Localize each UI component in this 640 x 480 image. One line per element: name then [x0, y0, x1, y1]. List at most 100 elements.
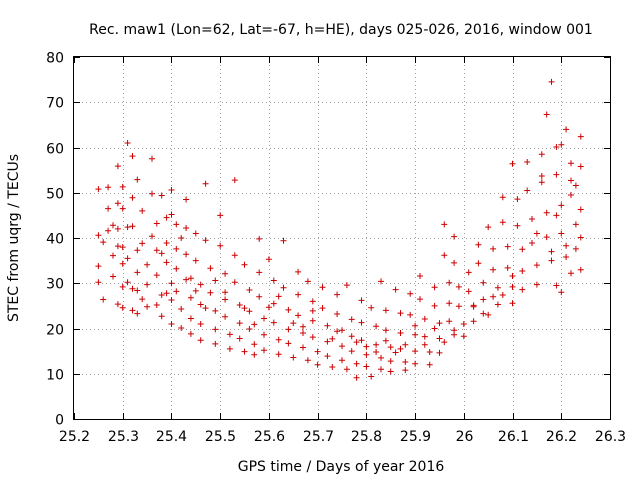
data-point: [324, 338, 331, 345]
data-point: [275, 293, 282, 300]
data-point: [183, 276, 190, 283]
data-point: [533, 281, 540, 288]
data-point: [100, 296, 107, 303]
data-point: [319, 305, 326, 312]
data-point: [149, 155, 155, 162]
data-point: [577, 266, 584, 273]
data-point: [504, 264, 511, 271]
data-point: [363, 351, 370, 358]
data-point: [187, 294, 194, 301]
data-point: [412, 322, 419, 329]
data-point: [577, 133, 584, 140]
data-point: [451, 327, 458, 334]
data-point: [105, 184, 112, 191]
data-point: [275, 336, 282, 343]
data-point: [465, 288, 472, 295]
data-point: [256, 269, 263, 276]
data-point: [95, 186, 102, 193]
data-point: [514, 196, 521, 203]
data-point: [490, 245, 497, 252]
data-point: [485, 224, 492, 231]
data-point: [217, 212, 224, 219]
data-point: [168, 280, 175, 287]
data-point: [402, 359, 409, 365]
data-point: [231, 252, 238, 259]
data-point: [280, 284, 287, 291]
data-point: [392, 286, 399, 293]
data-point: [124, 255, 131, 262]
data-point: [212, 277, 219, 284]
data-point: [226, 345, 233, 352]
data-point: [378, 354, 384, 361]
data-point: [178, 325, 185, 331]
data-point: [163, 259, 170, 266]
data-point: [572, 182, 579, 189]
data-point: [412, 348, 419, 355]
data-point: [114, 301, 121, 308]
data-point: [241, 305, 248, 312]
data-point: [153, 247, 160, 254]
data-point: [494, 301, 501, 308]
data-point: [241, 348, 248, 355]
data-point: [197, 321, 204, 327]
data-point: [134, 269, 141, 276]
data-point: [343, 282, 350, 289]
data-point: [261, 331, 267, 338]
data-point: [382, 307, 389, 314]
data-point: [509, 273, 516, 279]
data-point: [504, 243, 511, 250]
data-point: [207, 289, 214, 296]
data-point: [168, 297, 175, 303]
data-point: [95, 232, 102, 239]
data-point: [207, 265, 214, 272]
data-point: [236, 302, 243, 308]
data-point: [192, 230, 199, 237]
data-point: [300, 323, 306, 330]
data-point: [183, 225, 190, 231]
data-point: [572, 221, 579, 228]
data-point: [412, 331, 419, 338]
data-point: [538, 173, 545, 179]
data-point: [163, 290, 170, 297]
data-point: [558, 202, 565, 209]
data-point: [110, 273, 116, 280]
data-point: [129, 223, 136, 230]
data-point: [329, 364, 336, 370]
data-point: [144, 303, 151, 310]
data-point: [217, 242, 224, 249]
data-point: [300, 330, 306, 336]
data-point: [290, 320, 297, 327]
data-point: [548, 257, 555, 264]
y-tick-label: 20: [46, 323, 64, 339]
x-tick-label: 26.1: [498, 429, 529, 445]
data-point: [392, 349, 399, 356]
data-point: [119, 304, 126, 311]
data-point: [334, 291, 341, 298]
x-tick-label: 26.2: [546, 429, 577, 445]
data-point: [348, 348, 355, 355]
data-point: [236, 320, 243, 327]
data-point: [187, 330, 194, 337]
data-point: [572, 245, 579, 252]
data-point: [480, 279, 487, 286]
data-point: [178, 306, 185, 312]
data-point: [139, 207, 146, 214]
data-point: [222, 313, 229, 320]
y-axis-label: STEC from uqrg / TECUs: [6, 154, 22, 322]
data-point: [431, 284, 438, 291]
data-point: [168, 211, 175, 218]
y-tick-label: 10: [46, 368, 64, 384]
data-point: [119, 183, 126, 190]
data-point: [202, 305, 209, 312]
data-point: [563, 254, 570, 260]
x-axis-label: GPS time / Days of year 2016: [238, 459, 445, 475]
data-point: [373, 323, 380, 330]
data-point: [114, 200, 121, 207]
data-point: [509, 283, 516, 290]
x-tick-label: 25.5: [205, 429, 236, 445]
data-point: [339, 327, 345, 334]
y-tick-label: 60: [46, 142, 64, 158]
data-point: [329, 335, 336, 342]
data-point: [100, 239, 107, 246]
data-point: [397, 345, 404, 352]
